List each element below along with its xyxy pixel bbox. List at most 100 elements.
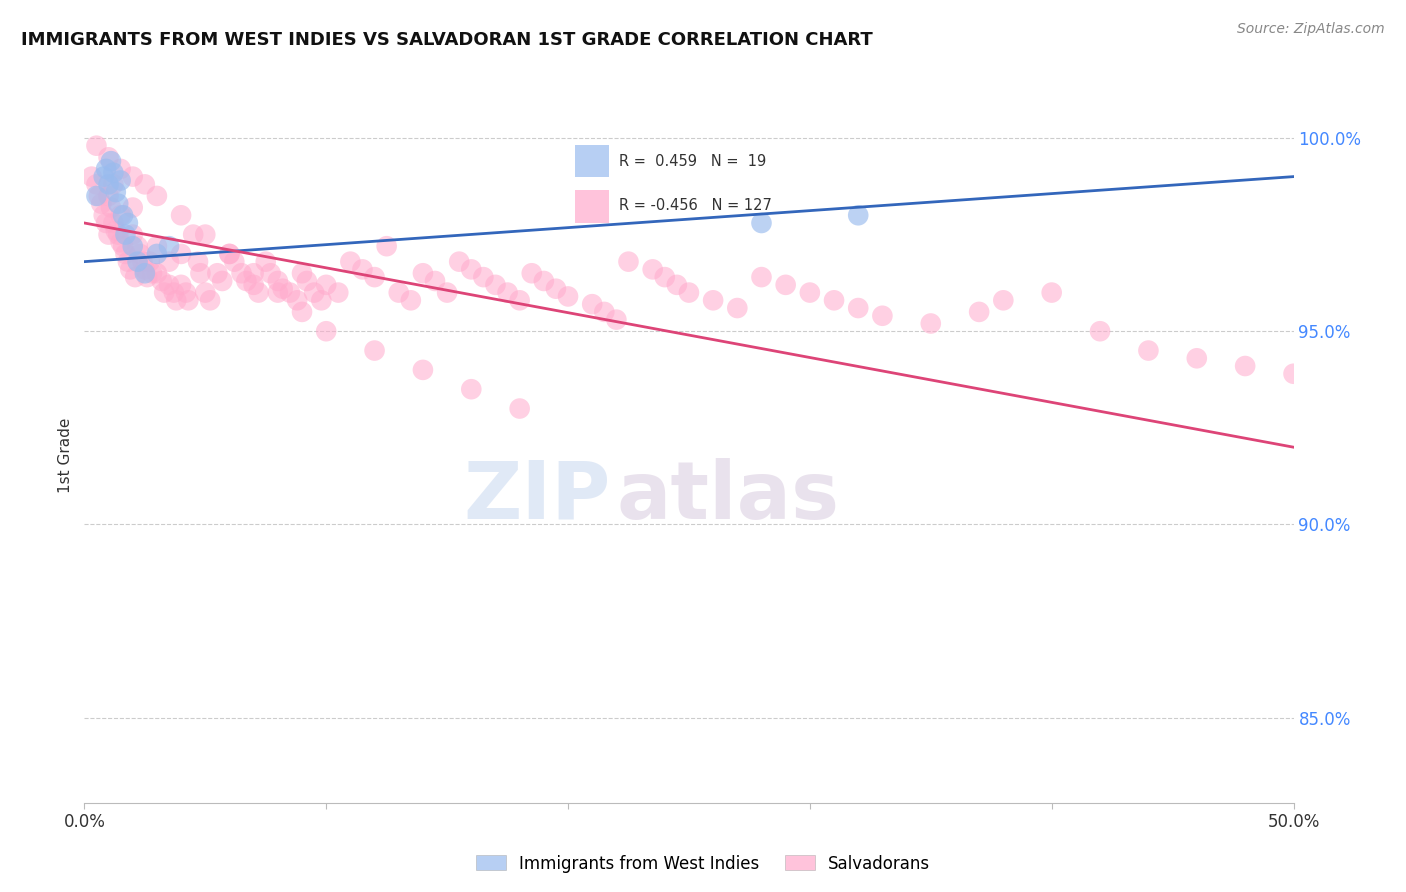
Point [388, 285, 411, 300]
Point [103, 178, 125, 192]
Point [114, 227, 136, 242]
Point [181, 227, 204, 242]
Point [259, 266, 281, 280]
Point [121, 239, 143, 253]
Point [134, 262, 156, 277]
Point [872, 309, 894, 323]
Point [86, 178, 108, 192]
Point [86, 138, 108, 153]
Point [1234, 359, 1257, 373]
Point [121, 227, 143, 242]
Point [315, 277, 337, 292]
Point [751, 270, 773, 285]
Point [993, 293, 1015, 308]
Point [157, 239, 180, 253]
Point [110, 208, 132, 222]
Point [271, 282, 294, 296]
Point [533, 274, 555, 288]
Point [509, 293, 531, 308]
Point [352, 262, 374, 277]
Legend: Immigrants from West Indies, Salvadorans: Immigrants from West Indies, Salvadorans [470, 848, 936, 880]
Point [581, 297, 603, 311]
Point [1185, 351, 1208, 366]
Point [100, 154, 122, 169]
Point [87, 189, 110, 203]
Point [472, 270, 495, 285]
Point [97, 189, 120, 203]
Point [267, 274, 290, 288]
Point [153, 285, 176, 300]
Point [146, 247, 169, 261]
Point [449, 254, 471, 268]
Y-axis label: 1st Grade: 1st Grade [58, 417, 73, 492]
Point [190, 266, 212, 280]
Point [363, 343, 385, 358]
Point [146, 266, 169, 280]
Point [436, 285, 458, 300]
Point [1137, 343, 1160, 358]
Point [194, 285, 217, 300]
Point [177, 293, 200, 308]
Point [163, 285, 186, 300]
Point [127, 254, 149, 268]
Point [129, 247, 152, 261]
Point [846, 208, 869, 222]
Point [141, 266, 163, 280]
Point [146, 239, 169, 253]
Point [1282, 367, 1305, 381]
Point [218, 247, 240, 261]
Point [174, 285, 197, 300]
Point [967, 305, 990, 319]
Point [654, 270, 676, 285]
Point [104, 185, 127, 199]
Point [103, 166, 125, 180]
Point [211, 274, 233, 288]
Text: Source: ZipAtlas.com: Source: ZipAtlas.com [1237, 22, 1385, 37]
Point [136, 270, 159, 285]
Point [520, 266, 543, 280]
Point [678, 285, 700, 300]
Point [412, 363, 434, 377]
Point [799, 285, 821, 300]
Point [207, 266, 229, 280]
Point [920, 317, 942, 331]
Point [104, 224, 127, 238]
Point [423, 274, 446, 288]
Point [198, 293, 221, 308]
Point [725, 301, 748, 315]
Point [315, 324, 337, 338]
Point [311, 293, 333, 308]
Point [363, 270, 385, 285]
Point [231, 266, 253, 280]
Point [285, 293, 308, 308]
Point [86, 189, 108, 203]
Point [150, 274, 173, 288]
Point [110, 161, 132, 176]
Point [112, 208, 135, 222]
Point [267, 285, 290, 300]
Point [254, 254, 277, 268]
Point [224, 254, 246, 268]
Point [187, 254, 209, 268]
Point [170, 247, 193, 261]
Point [593, 305, 616, 319]
Point [138, 254, 160, 268]
Text: ZIP: ZIP [463, 458, 610, 536]
Point [235, 274, 257, 288]
Point [328, 285, 350, 300]
Point [460, 262, 482, 277]
Point [157, 277, 180, 292]
Point [412, 266, 434, 280]
Point [302, 285, 325, 300]
Point [93, 169, 115, 184]
Point [1040, 285, 1063, 300]
Point [194, 227, 217, 242]
Point [114, 247, 136, 261]
Point [80, 169, 103, 184]
Point [110, 235, 132, 250]
Point [97, 150, 120, 164]
Point [117, 216, 139, 230]
Point [90, 196, 112, 211]
Point [278, 285, 301, 300]
Point [121, 169, 143, 184]
